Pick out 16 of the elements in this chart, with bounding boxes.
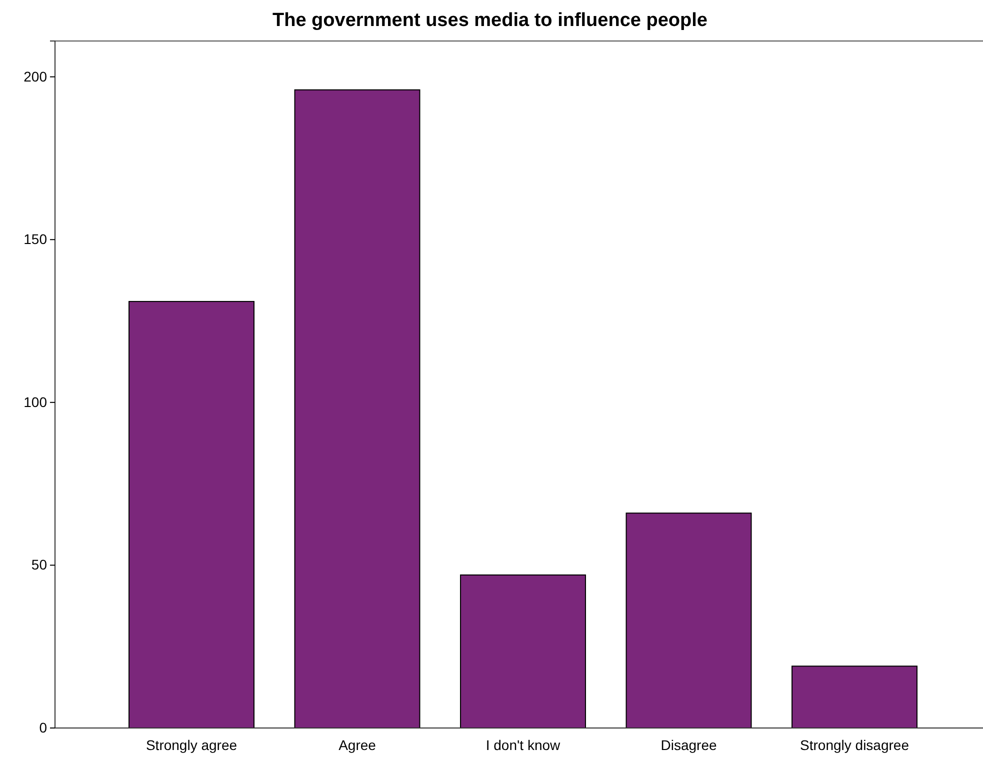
x-tick-label: Agree [338, 736, 376, 753]
x-tick-label: Strongly agree [146, 736, 238, 753]
bar [792, 666, 918, 728]
bar [626, 512, 752, 728]
x-tick-label: Disagree [660, 736, 717, 753]
x-tick-label: I don't know [486, 736, 562, 753]
y-tick-label: 200 [24, 68, 48, 84]
y-tick-label: 100 [24, 394, 48, 410]
bar [294, 89, 420, 728]
y-tick-label: 150 [24, 231, 48, 248]
bar [128, 300, 254, 728]
bar [460, 574, 586, 728]
y-tick-label: 0 [39, 719, 48, 736]
chart-title: The government uses media to influence people [272, 10, 708, 31]
x-tick-label: Strongly disagree [800, 736, 910, 753]
y-tick-label: 50 [31, 556, 48, 573]
